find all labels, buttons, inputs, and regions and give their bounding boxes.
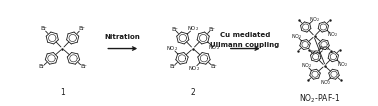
Text: NO$_2$: NO$_2$: [187, 24, 200, 33]
Text: Ullmann coupling: Ullmann coupling: [210, 42, 279, 48]
Text: NO$_2$: NO$_2$: [291, 32, 302, 41]
Text: NO$_2$: NO$_2$: [166, 44, 178, 53]
Text: NO$_2$: NO$_2$: [309, 15, 321, 24]
Text: Br: Br: [40, 26, 46, 31]
Text: NO$_2$-PAF-1: NO$_2$-PAF-1: [299, 92, 340, 105]
Text: NO$_2$: NO$_2$: [301, 61, 312, 70]
Text: Br: Br: [209, 27, 215, 32]
Text: Br: Br: [39, 64, 45, 69]
Text: NO$_2$: NO$_2$: [320, 78, 331, 87]
Text: NO$_2$: NO$_2$: [310, 48, 321, 57]
Text: Br: Br: [171, 27, 177, 32]
Text: Br: Br: [210, 64, 217, 69]
Text: Nitration: Nitration: [104, 34, 140, 40]
Text: NO$_2$: NO$_2$: [319, 45, 330, 53]
Text: Cu mediated: Cu mediated: [220, 32, 270, 38]
Text: NO$_2$: NO$_2$: [188, 64, 200, 73]
Text: 2: 2: [191, 88, 195, 97]
Text: Br: Br: [79, 26, 85, 31]
Text: NO$_2$: NO$_2$: [337, 60, 348, 69]
Text: NO$_2$: NO$_2$: [327, 30, 338, 39]
Text: 1: 1: [60, 88, 65, 97]
Text: NO$_2$: NO$_2$: [208, 43, 220, 52]
Text: Br: Br: [169, 64, 176, 69]
Text: Br: Br: [80, 64, 86, 69]
